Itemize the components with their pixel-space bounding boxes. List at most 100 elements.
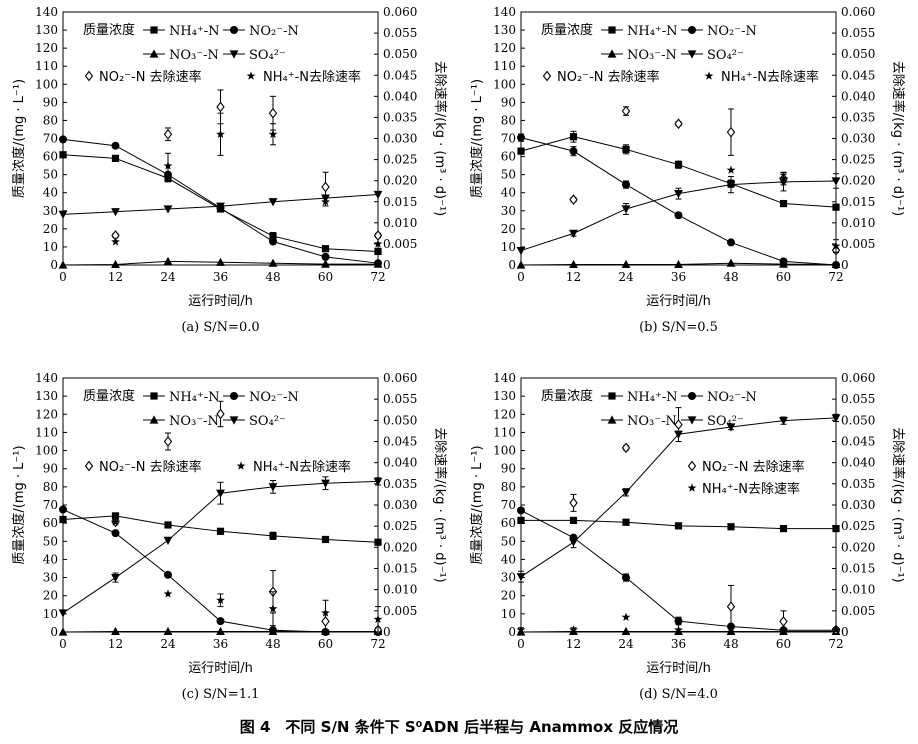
x-tick-label: 60 xyxy=(318,637,333,651)
y2-tick-label: 0.050 xyxy=(841,47,875,61)
y-tick-label: 90 xyxy=(501,462,516,476)
y2-tick-label: 0.025 xyxy=(383,519,417,533)
y-tick-label: 110 xyxy=(35,425,58,439)
y-tick-label: 70 xyxy=(43,132,58,146)
data-point xyxy=(569,147,578,156)
y2-tick-label: 0 xyxy=(841,625,849,639)
y-axis-label: 质量浓度/(mg · L⁻¹) xyxy=(11,445,27,564)
legend-title: 质量浓度 xyxy=(83,22,135,38)
y2-tick-label: 0.030 xyxy=(383,498,417,512)
x-tick-label: 0 xyxy=(517,637,525,651)
data-point xyxy=(517,147,525,155)
rate-point xyxy=(779,625,788,634)
data-point xyxy=(373,259,383,268)
legend-nh4: NH₄⁺-N xyxy=(169,24,220,39)
rate-point xyxy=(779,616,788,627)
y-tick-label: 80 xyxy=(43,113,58,127)
series-3 xyxy=(58,190,383,219)
y-tick-label: 130 xyxy=(493,389,516,403)
data-point xyxy=(163,536,173,545)
y2-tick-label: 0.050 xyxy=(841,413,875,427)
y2-tick-label: 0.030 xyxy=(383,132,417,146)
y-tick-label: 50 xyxy=(43,534,58,548)
y2-tick-label: 0.040 xyxy=(383,89,417,103)
rate-point xyxy=(373,230,383,241)
data-point xyxy=(779,199,788,208)
data-point xyxy=(164,521,172,529)
data-point xyxy=(59,135,67,144)
y2-tick-label: 0 xyxy=(841,258,849,272)
chart-panel-3: 010203040506070809010011012013014000.005… xyxy=(11,371,448,702)
y2-tick-label: 0.005 xyxy=(383,604,417,618)
legend-title: 质量浓度 xyxy=(83,388,135,404)
data-point xyxy=(59,505,67,514)
y-axis-label: 质量浓度/(mg · L⁻¹) xyxy=(469,445,485,564)
series-1 xyxy=(517,133,840,269)
data-point xyxy=(831,259,841,269)
x-axis-label: 运行时间/h xyxy=(646,294,711,309)
y2-axis-label: 去除速率/(kg · (m³ · d)⁻¹) xyxy=(432,427,448,582)
rate-series-0 xyxy=(111,89,383,241)
data-point xyxy=(622,145,630,153)
y2-tick-label: 0.020 xyxy=(841,174,875,188)
data-point xyxy=(832,524,840,533)
data-point xyxy=(779,259,788,268)
series-1 xyxy=(59,505,382,636)
data-point xyxy=(269,232,277,240)
y2-tick-label: 0.015 xyxy=(383,562,417,576)
y-tick-label: 140 xyxy=(493,5,516,19)
legend-so4: SO₄²⁻ xyxy=(249,48,286,63)
y-tick-label: 80 xyxy=(501,113,516,127)
rate-point xyxy=(621,612,631,621)
rate-point xyxy=(726,623,736,632)
x-tick-label: 72 xyxy=(828,270,843,284)
x-tick-label: 12 xyxy=(108,270,123,284)
y-tick-label: 10 xyxy=(501,240,516,254)
data-point xyxy=(321,245,330,253)
y2-tick-label: 0.020 xyxy=(383,174,417,188)
y2-tick-label: 0.015 xyxy=(841,195,875,209)
rate-point xyxy=(321,616,330,627)
x-tick-label: 48 xyxy=(723,270,738,284)
rate-point xyxy=(726,126,736,138)
y2-tick-label: 0.045 xyxy=(383,68,417,82)
legend: 质量浓度 NH₄⁺-N NO₂⁻-N NO₃⁻-N SO₄²⁻ NO₂⁻-N 去除速率 NH… xyxy=(541,388,805,497)
y-tick-label: 130 xyxy=(493,23,516,37)
rate-series-0 xyxy=(569,105,841,256)
rate-point xyxy=(268,604,278,613)
x-tick-label: 12 xyxy=(566,270,581,284)
data-point xyxy=(569,538,578,547)
y-tick-label: 80 xyxy=(501,480,516,494)
legend-marker xyxy=(688,392,696,400)
y2-tick-label: 0.015 xyxy=(841,562,875,576)
x-tick-label: 12 xyxy=(566,637,581,651)
y2-tick-label: 0.005 xyxy=(383,237,417,251)
y-tick-label: 80 xyxy=(43,480,58,494)
rate-point xyxy=(163,436,173,447)
y-tick-label: 20 xyxy=(501,222,516,236)
data-point xyxy=(58,609,68,618)
data-point xyxy=(111,154,120,162)
data-point xyxy=(569,516,578,525)
legend-no2-rate: NO₂⁻-N 去除速率 xyxy=(702,459,805,475)
rate-series-1 xyxy=(111,112,383,248)
rate-point xyxy=(163,589,173,598)
rate-point xyxy=(373,614,383,624)
legend-no3: NO₃⁻-N xyxy=(627,48,677,63)
legend-marker xyxy=(229,416,239,425)
legend-rate-marker xyxy=(542,70,552,82)
y2-tick-label: 0.035 xyxy=(841,477,875,491)
data-point xyxy=(726,626,736,636)
data-point xyxy=(111,573,120,583)
y-tick-label: 120 xyxy=(493,407,516,421)
legend-so4: SO₄²⁻ xyxy=(707,414,744,429)
data-point xyxy=(111,512,120,520)
y-tick-label: 20 xyxy=(43,589,58,603)
data-point xyxy=(111,208,120,217)
y-tick-label: 10 xyxy=(43,607,58,621)
rate-point xyxy=(516,625,526,634)
y-tick-label: 30 xyxy=(501,204,516,218)
data-point xyxy=(832,203,840,211)
legend-no3: NO₃⁻-N xyxy=(627,414,677,429)
data-point xyxy=(164,570,172,579)
